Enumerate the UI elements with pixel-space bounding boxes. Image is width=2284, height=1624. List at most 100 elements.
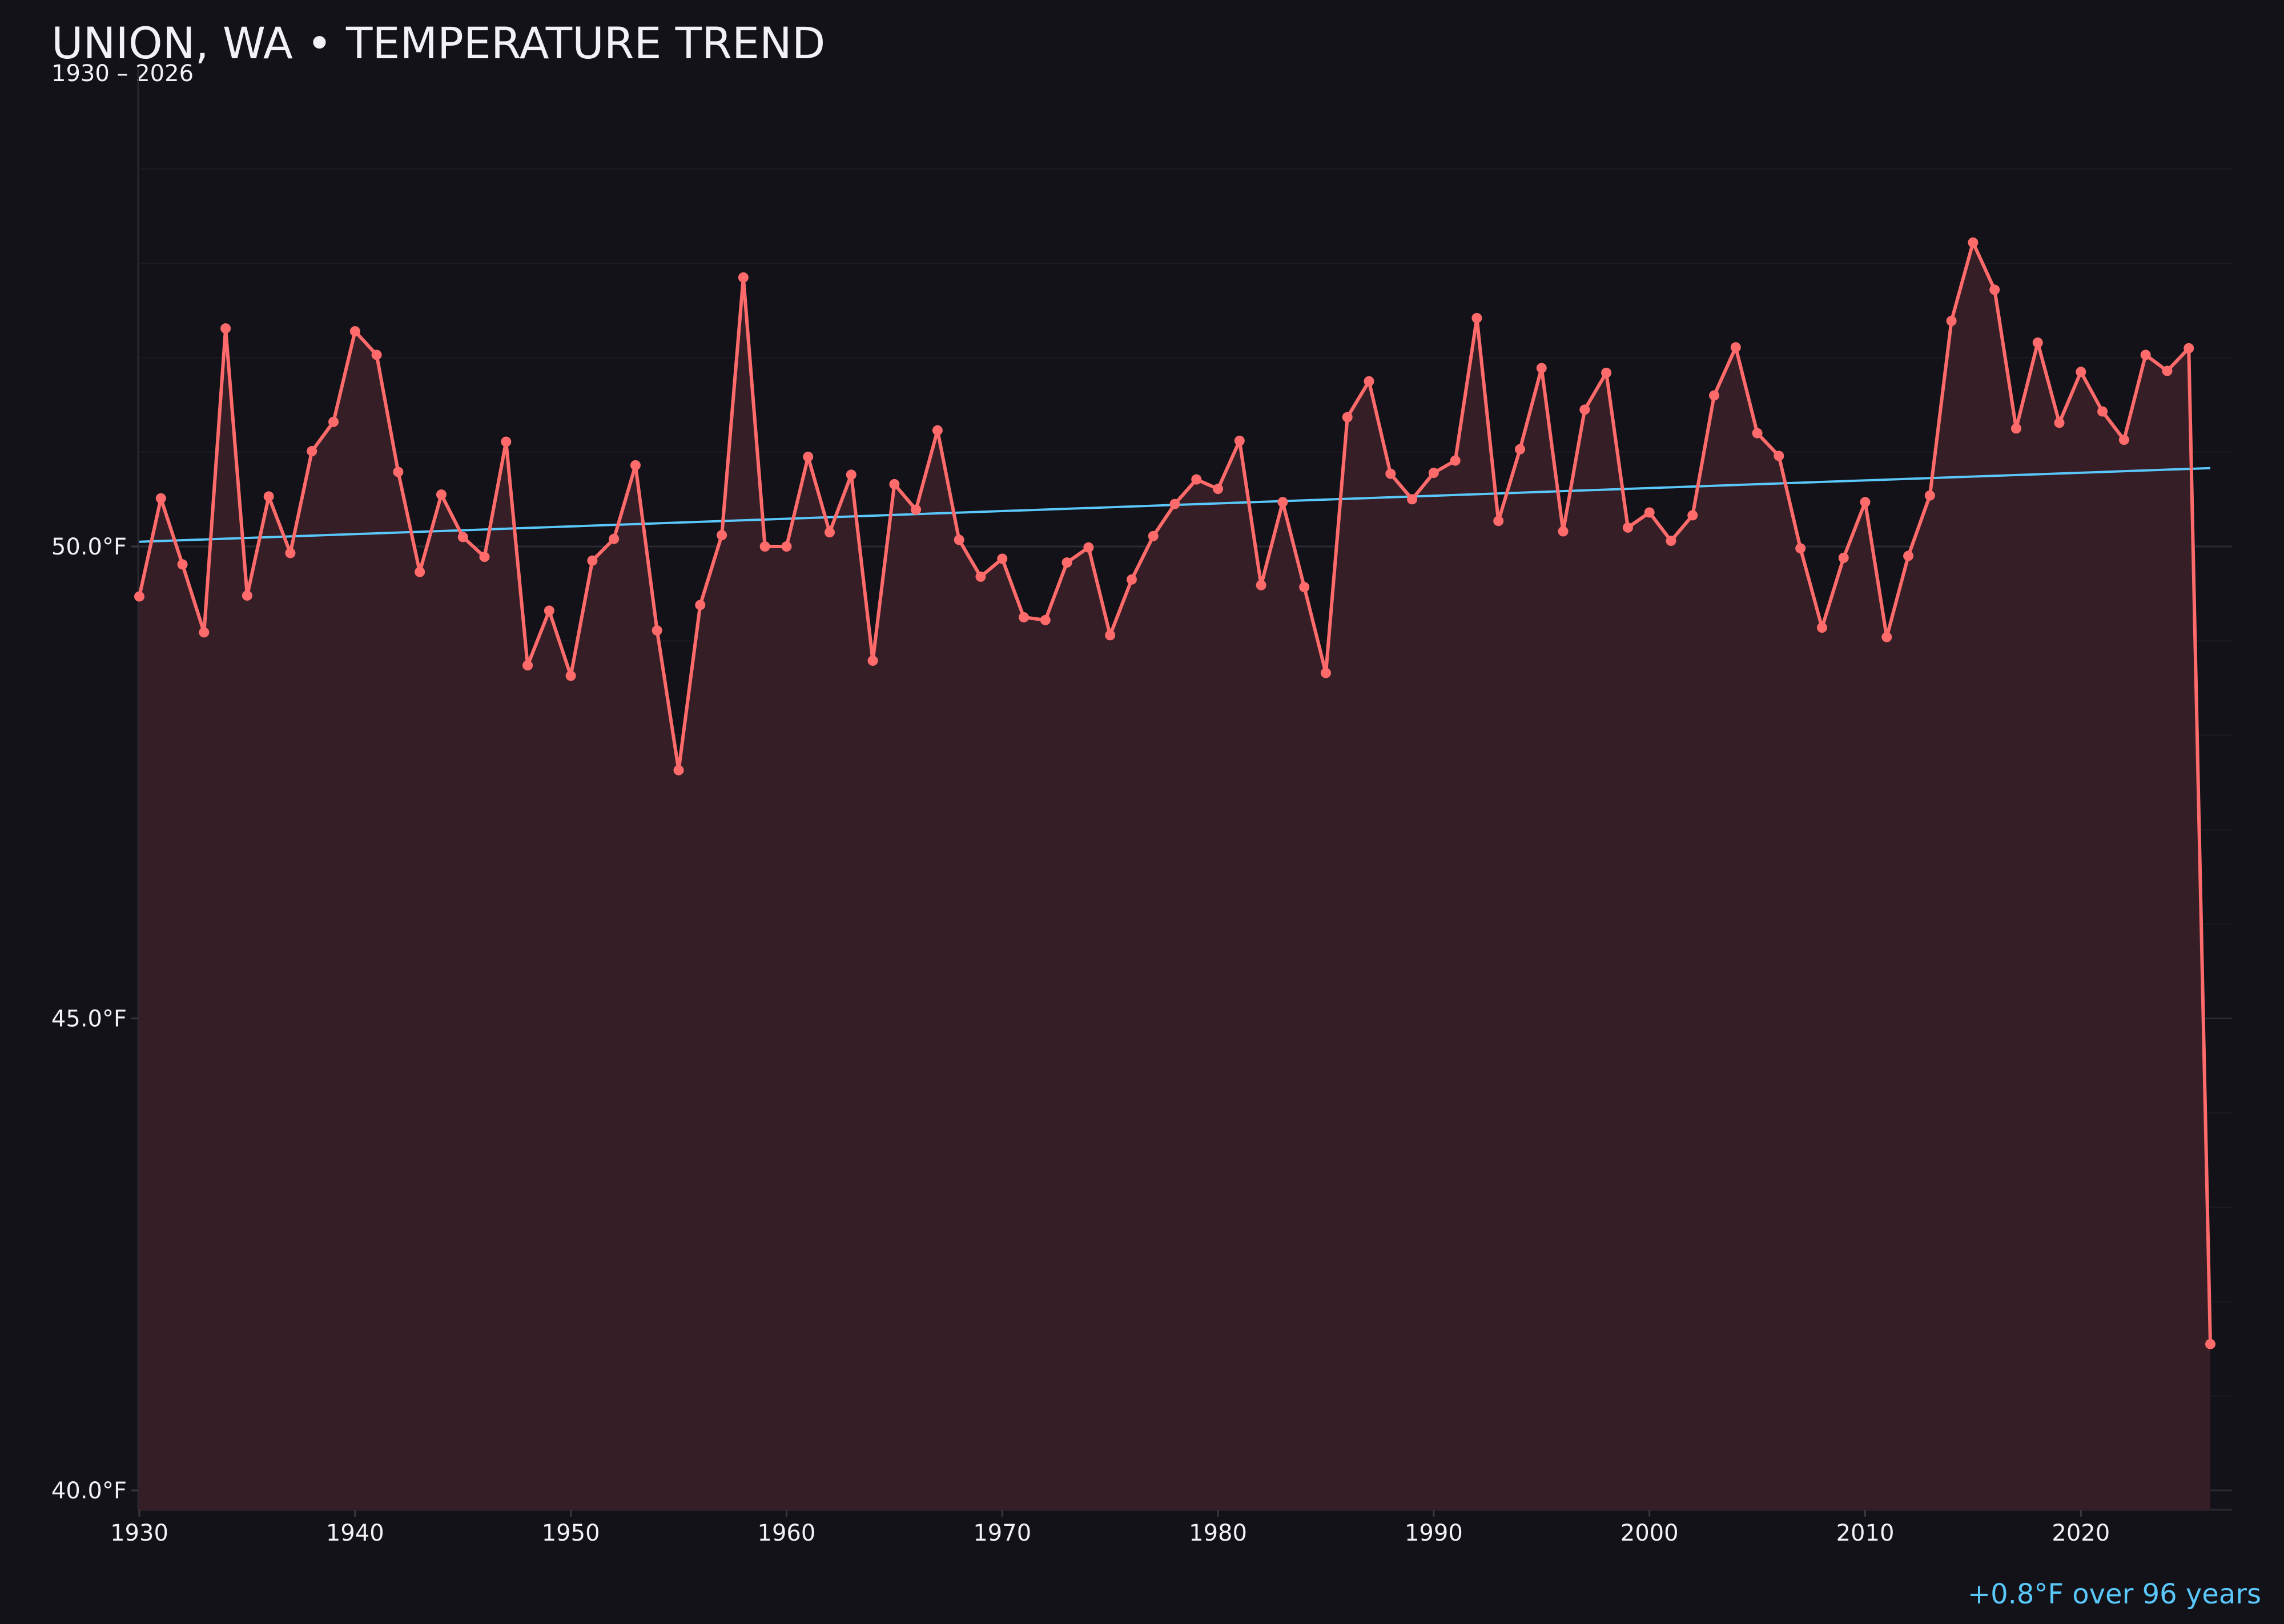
y-tick-label: 50.0°F <box>51 534 127 560</box>
data-point-marker <box>2054 417 2065 428</box>
data-point-marker <box>911 504 922 515</box>
data-point-marker <box>415 566 425 577</box>
data-point-marker <box>1881 632 1892 642</box>
x-tick-label: 1930 <box>110 1520 168 1546</box>
data-point-marker <box>1277 497 1288 508</box>
data-point-marker <box>997 553 1008 564</box>
data-point-marker <box>285 548 296 558</box>
data-point-marker <box>1644 507 1655 518</box>
y-tick-label: 40.0°F <box>51 1478 127 1504</box>
temperature-area-fill <box>139 242 2210 1510</box>
data-point-marker <box>242 590 252 601</box>
x-tick-label: 2020 <box>2052 1520 2110 1546</box>
data-point-marker <box>220 323 231 334</box>
data-point-marker <box>673 765 684 775</box>
data-point-marker <box>1730 342 1741 353</box>
data-point-marker <box>609 533 620 544</box>
data-point-marker <box>2140 349 2151 360</box>
data-point-marker <box>738 272 749 283</box>
x-tick-label: 2010 <box>1836 1520 1895 1546</box>
data-point-marker <box>630 460 641 471</box>
trend-annotation: +0.8°F over 96 years <box>1967 1578 2261 1610</box>
x-tick-label: 1940 <box>326 1520 384 1546</box>
data-point-marker <box>1299 582 1310 593</box>
data-point-marker <box>932 425 943 436</box>
data-point-marker <box>1860 497 1871 508</box>
data-point-marker <box>1040 614 1051 625</box>
data-point-marker <box>479 552 490 562</box>
data-point-marker <box>544 605 554 616</box>
data-point-marker <box>328 416 339 427</box>
data-point-marker <box>1471 312 1482 323</box>
x-axis-ticks: 1930 1940 1950 1960 1970 1980 1990 2000 2010 2020 <box>110 1510 2110 1546</box>
data-point-marker <box>1601 367 1612 378</box>
data-point-marker <box>2032 337 2043 348</box>
data-point-marker <box>1946 315 1957 326</box>
y-axis-ticks: 40.0°F 45.0°F 50.0°F <box>51 534 138 1504</box>
data-point-marker <box>393 467 404 477</box>
data-point-marker <box>1666 536 1676 546</box>
x-tick-label: 1990 <box>1405 1520 1463 1546</box>
data-point-marker <box>501 436 512 447</box>
chart-title: UNION, WA • TEMPERATURE TREND <box>51 18 826 69</box>
data-point-marker <box>717 530 727 541</box>
data-point-marker <box>1256 580 1266 590</box>
data-point-marker <box>695 600 706 610</box>
data-point-marker <box>1622 522 1633 533</box>
data-point-marker <box>803 451 814 462</box>
y-tick-label: 45.0°F <box>51 1006 127 1032</box>
data-point-marker <box>199 627 210 638</box>
chart-subtitle: 1930 – 2026 <box>51 61 194 87</box>
data-point-marker <box>1234 435 1245 446</box>
data-point-marker <box>1838 552 1849 563</box>
data-point-marker <box>1385 468 1396 479</box>
data-point-marker <box>2205 1338 2215 1349</box>
data-point-marker <box>825 527 835 538</box>
data-point-marker <box>565 670 576 681</box>
data-point-marker <box>846 469 856 480</box>
data-point-marker <box>1968 237 1979 248</box>
data-point-marker <box>975 571 986 582</box>
x-tick-label: 1950 <box>542 1520 600 1546</box>
data-point-marker <box>1795 543 1806 554</box>
data-point-marker <box>2162 365 2173 376</box>
data-point-marker <box>436 489 447 500</box>
data-point-marker <box>889 479 900 489</box>
data-point-marker <box>1903 550 1914 561</box>
data-point-marker <box>2076 367 2086 377</box>
data-point-marker <box>652 625 662 636</box>
data-point-marker <box>1709 390 1720 401</box>
data-point-marker <box>1579 404 1590 415</box>
data-point-marker <box>1774 451 1784 461</box>
data-point-marker <box>1061 557 1072 568</box>
data-point-marker <box>2118 435 2129 445</box>
data-point-marker <box>522 660 533 671</box>
data-point-marker <box>1924 490 1935 501</box>
data-point-marker <box>457 532 468 542</box>
data-point-marker <box>1191 474 1202 485</box>
data-point-marker <box>1083 542 1094 553</box>
data-point-marker <box>759 541 770 552</box>
data-point-marker <box>1493 516 1504 526</box>
data-point-marker <box>1213 484 1224 495</box>
data-point-marker <box>2184 343 2194 353</box>
x-tick-label: 1980 <box>1189 1520 1247 1546</box>
data-point-marker <box>307 446 317 457</box>
data-point-marker <box>371 349 382 360</box>
data-point-marker <box>1450 455 1461 466</box>
x-tick-label: 1970 <box>973 1520 1031 1546</box>
x-tick-label: 1960 <box>758 1520 816 1546</box>
data-point-marker <box>1816 622 1827 633</box>
data-point-marker <box>1364 376 1374 387</box>
data-point-marker <box>349 326 360 337</box>
data-point-marker <box>1169 499 1180 509</box>
data-point-marker <box>1428 468 1439 479</box>
data-point-marker <box>1105 630 1116 641</box>
data-point-marker <box>1752 428 1763 439</box>
data-point-marker <box>1558 526 1569 537</box>
data-point-marker <box>1515 444 1525 455</box>
data-point-marker <box>1687 510 1698 521</box>
data-point-marker <box>177 559 188 570</box>
data-point-marker <box>1536 363 1547 373</box>
